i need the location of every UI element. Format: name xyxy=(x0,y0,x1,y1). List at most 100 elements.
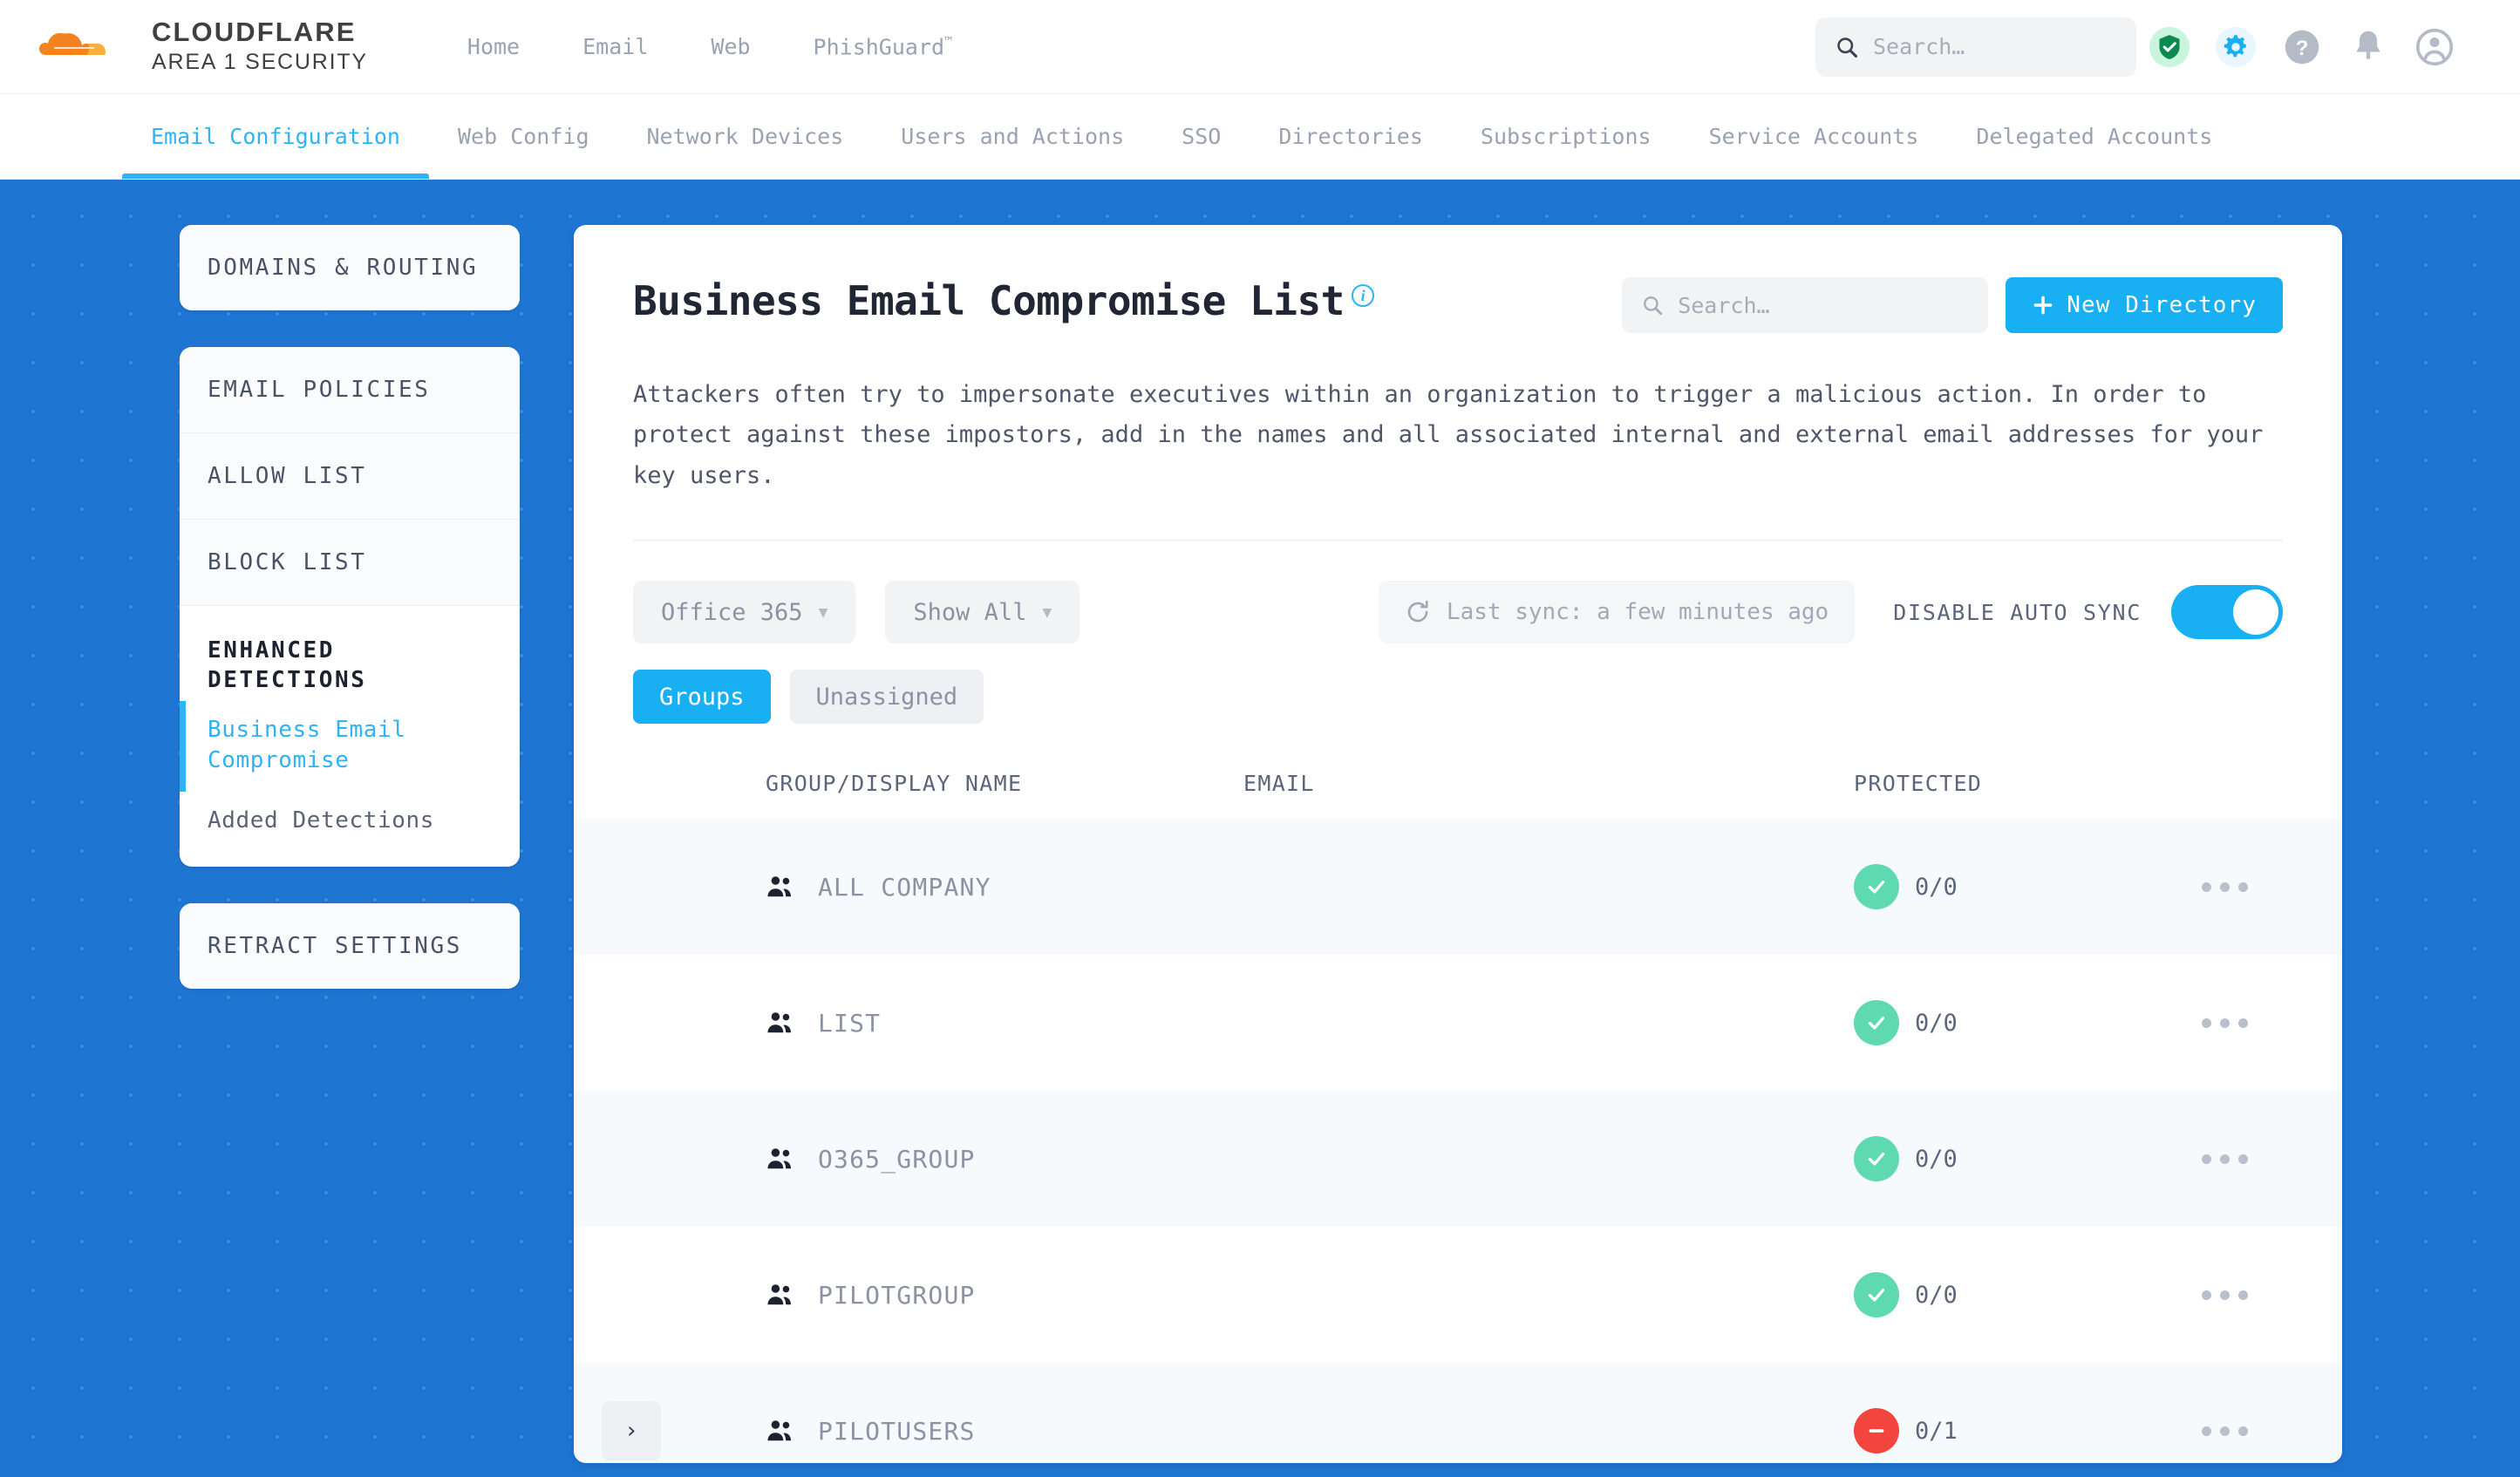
more-options-icon[interactable] xyxy=(2202,1290,2248,1300)
row-name-cell: PILOTUSERS xyxy=(633,1417,1243,1446)
table-row[interactable]: O365_GROUP 0/0 xyxy=(574,1091,2342,1228)
nav-item-email[interactable]: Email xyxy=(582,33,649,59)
provider-dropdown-value: Office 365 xyxy=(661,598,803,626)
group-people-icon xyxy=(767,1420,792,1441)
row-name-text: PILOTUSERS xyxy=(818,1416,976,1446)
provider-dropdown[interactable]: Office 365 ▼ xyxy=(633,581,856,644)
directory-search-input[interactable]: Search… xyxy=(1622,277,1989,333)
top-right-controls: Search… ? xyxy=(1815,14,2468,80)
brand-logo-block[interactable]: CLOUDFLARE AREA 1 SECURITY xyxy=(35,17,368,75)
help-button[interactable]: ? xyxy=(2269,14,2335,80)
help-circle-icon: ? xyxy=(2285,30,2319,64)
gear-icon xyxy=(2216,26,2256,67)
toggle-knob xyxy=(2233,589,2278,636)
sidebar-item-block-list[interactable]: BLOCK LIST xyxy=(180,519,520,605)
top-navigation-bar: CLOUDFLARE AREA 1 SECURITY Home Email We… xyxy=(0,0,2520,94)
group-people-icon xyxy=(767,1148,792,1169)
shield-check-button[interactable] xyxy=(2136,14,2203,80)
group-people-icon xyxy=(767,1012,792,1033)
row-protected-count: 0/0 xyxy=(1915,1281,1958,1309)
tab-sso[interactable]: SSO xyxy=(1182,124,1222,149)
chip-unassigned[interactable]: Unassigned xyxy=(789,670,984,725)
header-divider xyxy=(633,540,2283,541)
page-title: Business Email Compromise List i xyxy=(633,277,1374,324)
tab-email-configuration[interactable]: Email Configuration xyxy=(122,94,429,179)
sidebar-item-business-email-compromise[interactable]: Business Email Compromise xyxy=(180,700,520,793)
table-header-row: GROUP/DISPLAY NAME EMAIL PROTECTED xyxy=(633,771,2283,819)
nav-item-phishguard-label: PhishGuard xyxy=(813,34,945,60)
chevron-right-icon[interactable]: › xyxy=(602,1401,661,1461)
row-protected-count: 0/1 xyxy=(1915,1417,1958,1445)
global-search-placeholder: Search… xyxy=(1873,34,1965,59)
plus-icon xyxy=(2033,296,2053,315)
row-protected-cell: 0/1 xyxy=(1854,1408,2283,1454)
status-badge-ok-icon xyxy=(1854,864,1899,910)
card-header: Business Email Compromise List i Search… xyxy=(633,277,2283,333)
status-badge-ok-icon xyxy=(1854,1136,1899,1182)
notifications-button[interactable] xyxy=(2335,14,2401,80)
row-name-cell: LIST xyxy=(633,1009,1243,1038)
table-row[interactable]: PILOTGROUP 0/0 xyxy=(574,1227,2342,1363)
row-name-text: ALL COMPANY xyxy=(818,872,991,902)
nav-item-phishguard[interactable]: PhishGuard™ xyxy=(782,34,984,59)
chevron-down-icon: ▼ xyxy=(1042,602,1052,622)
more-options-icon[interactable] xyxy=(2202,1018,2248,1028)
chevron-down-icon: ▼ xyxy=(818,602,828,622)
group-people-icon xyxy=(767,876,792,897)
page-title-text: Business Email Compromise List xyxy=(633,277,1345,324)
tab-users-and-actions[interactable]: Users and Actions xyxy=(901,124,1125,149)
info-circle-icon[interactable]: i xyxy=(1351,283,1374,307)
search-icon xyxy=(1837,37,1858,58)
nav-item-web[interactable]: Web xyxy=(711,33,751,59)
sidebar-item-domains-routing[interactable]: DOMAINS & ROUTING xyxy=(180,225,520,310)
page-description: Attackers often try to impersonate execu… xyxy=(633,381,2264,489)
user-account-button[interactable] xyxy=(2401,14,2468,80)
column-header-group-display-name: GROUP/DISPLAY NAME xyxy=(766,771,1023,797)
more-options-icon[interactable] xyxy=(2202,1426,2248,1436)
tab-directories[interactable]: Directories xyxy=(1278,124,1423,149)
row-name-cell: PILOTGROUP xyxy=(633,1281,1243,1310)
tab-web-config[interactable]: Web Config xyxy=(457,124,589,149)
nav-item-home[interactable]: Home xyxy=(467,33,521,59)
column-header-email: EMAIL xyxy=(1243,771,1315,797)
table-row[interactable]: ALL COMPANY 0/0 xyxy=(574,819,2342,956)
sidebar-panel-retract: RETRACT SETTINGS xyxy=(180,902,520,989)
row-name-cell: O365_GROUP xyxy=(633,1145,1243,1174)
row-protected-cell: 0/0 xyxy=(1854,1000,2283,1046)
row-name-text: O365_GROUP xyxy=(818,1144,976,1174)
directory-search-placeholder: Search… xyxy=(1678,292,1770,318)
new-directory-label: New Directory xyxy=(2067,292,2257,318)
tab-subscriptions[interactable]: Subscriptions xyxy=(1480,124,1652,149)
sidebar-item-added-detections[interactable]: Added Detections xyxy=(180,792,520,867)
table-row[interactable]: LIST 0/0 xyxy=(574,955,2342,1091)
row-protected-count: 0/0 xyxy=(1915,873,1958,901)
more-options-icon[interactable] xyxy=(2202,1154,2248,1164)
new-directory-button[interactable]: New Directory xyxy=(2006,277,2283,333)
row-protected-count: 0/0 xyxy=(1915,1145,1958,1173)
view-mode-chips: Groups Unassigned xyxy=(633,670,2283,725)
tab-delegated-accounts[interactable]: Delegated Accounts xyxy=(1976,124,2213,149)
status-badge-blocked-icon xyxy=(1854,1408,1899,1454)
row-protected-cell: 0/0 xyxy=(1854,1136,2283,1182)
sidebar-item-allow-list[interactable]: ALLOW LIST xyxy=(180,432,520,519)
show-filter-value: Show All xyxy=(913,598,1027,626)
table-row[interactable]: › PILOTUSERS 0/1 xyxy=(574,1363,2342,1463)
chip-groups[interactable]: Groups xyxy=(633,670,771,725)
more-options-icon[interactable] xyxy=(2202,881,2248,892)
auto-sync-label: DISABLE AUTO SYNC xyxy=(1893,599,2142,625)
auto-sync-toggle[interactable] xyxy=(2171,585,2283,640)
page-body: DOMAINS & ROUTING EMAIL POLICIES ALLOW L… xyxy=(0,180,2520,1477)
sidebar-item-email-policies[interactable]: EMAIL POLICIES xyxy=(180,347,520,432)
bell-icon xyxy=(2356,31,2380,58)
group-people-icon xyxy=(767,1284,792,1305)
show-filter-dropdown[interactable]: Show All ▼ xyxy=(885,581,1080,644)
svg-text:?: ? xyxy=(2296,37,2309,60)
row-name-text: PILOTGROUP xyxy=(818,1280,976,1310)
tab-service-accounts[interactable]: Service Accounts xyxy=(1708,124,1919,149)
sidebar-item-retract-settings[interactable]: RETRACT SETTINGS xyxy=(180,902,520,989)
row-protected-count: 0/0 xyxy=(1915,1009,1958,1037)
settings-button[interactable] xyxy=(2203,14,2269,80)
global-search-input[interactable]: Search… xyxy=(1815,17,2136,77)
tab-network-devices[interactable]: Network Devices xyxy=(646,124,844,149)
cloudflare-cloud-logo-icon xyxy=(39,33,106,56)
